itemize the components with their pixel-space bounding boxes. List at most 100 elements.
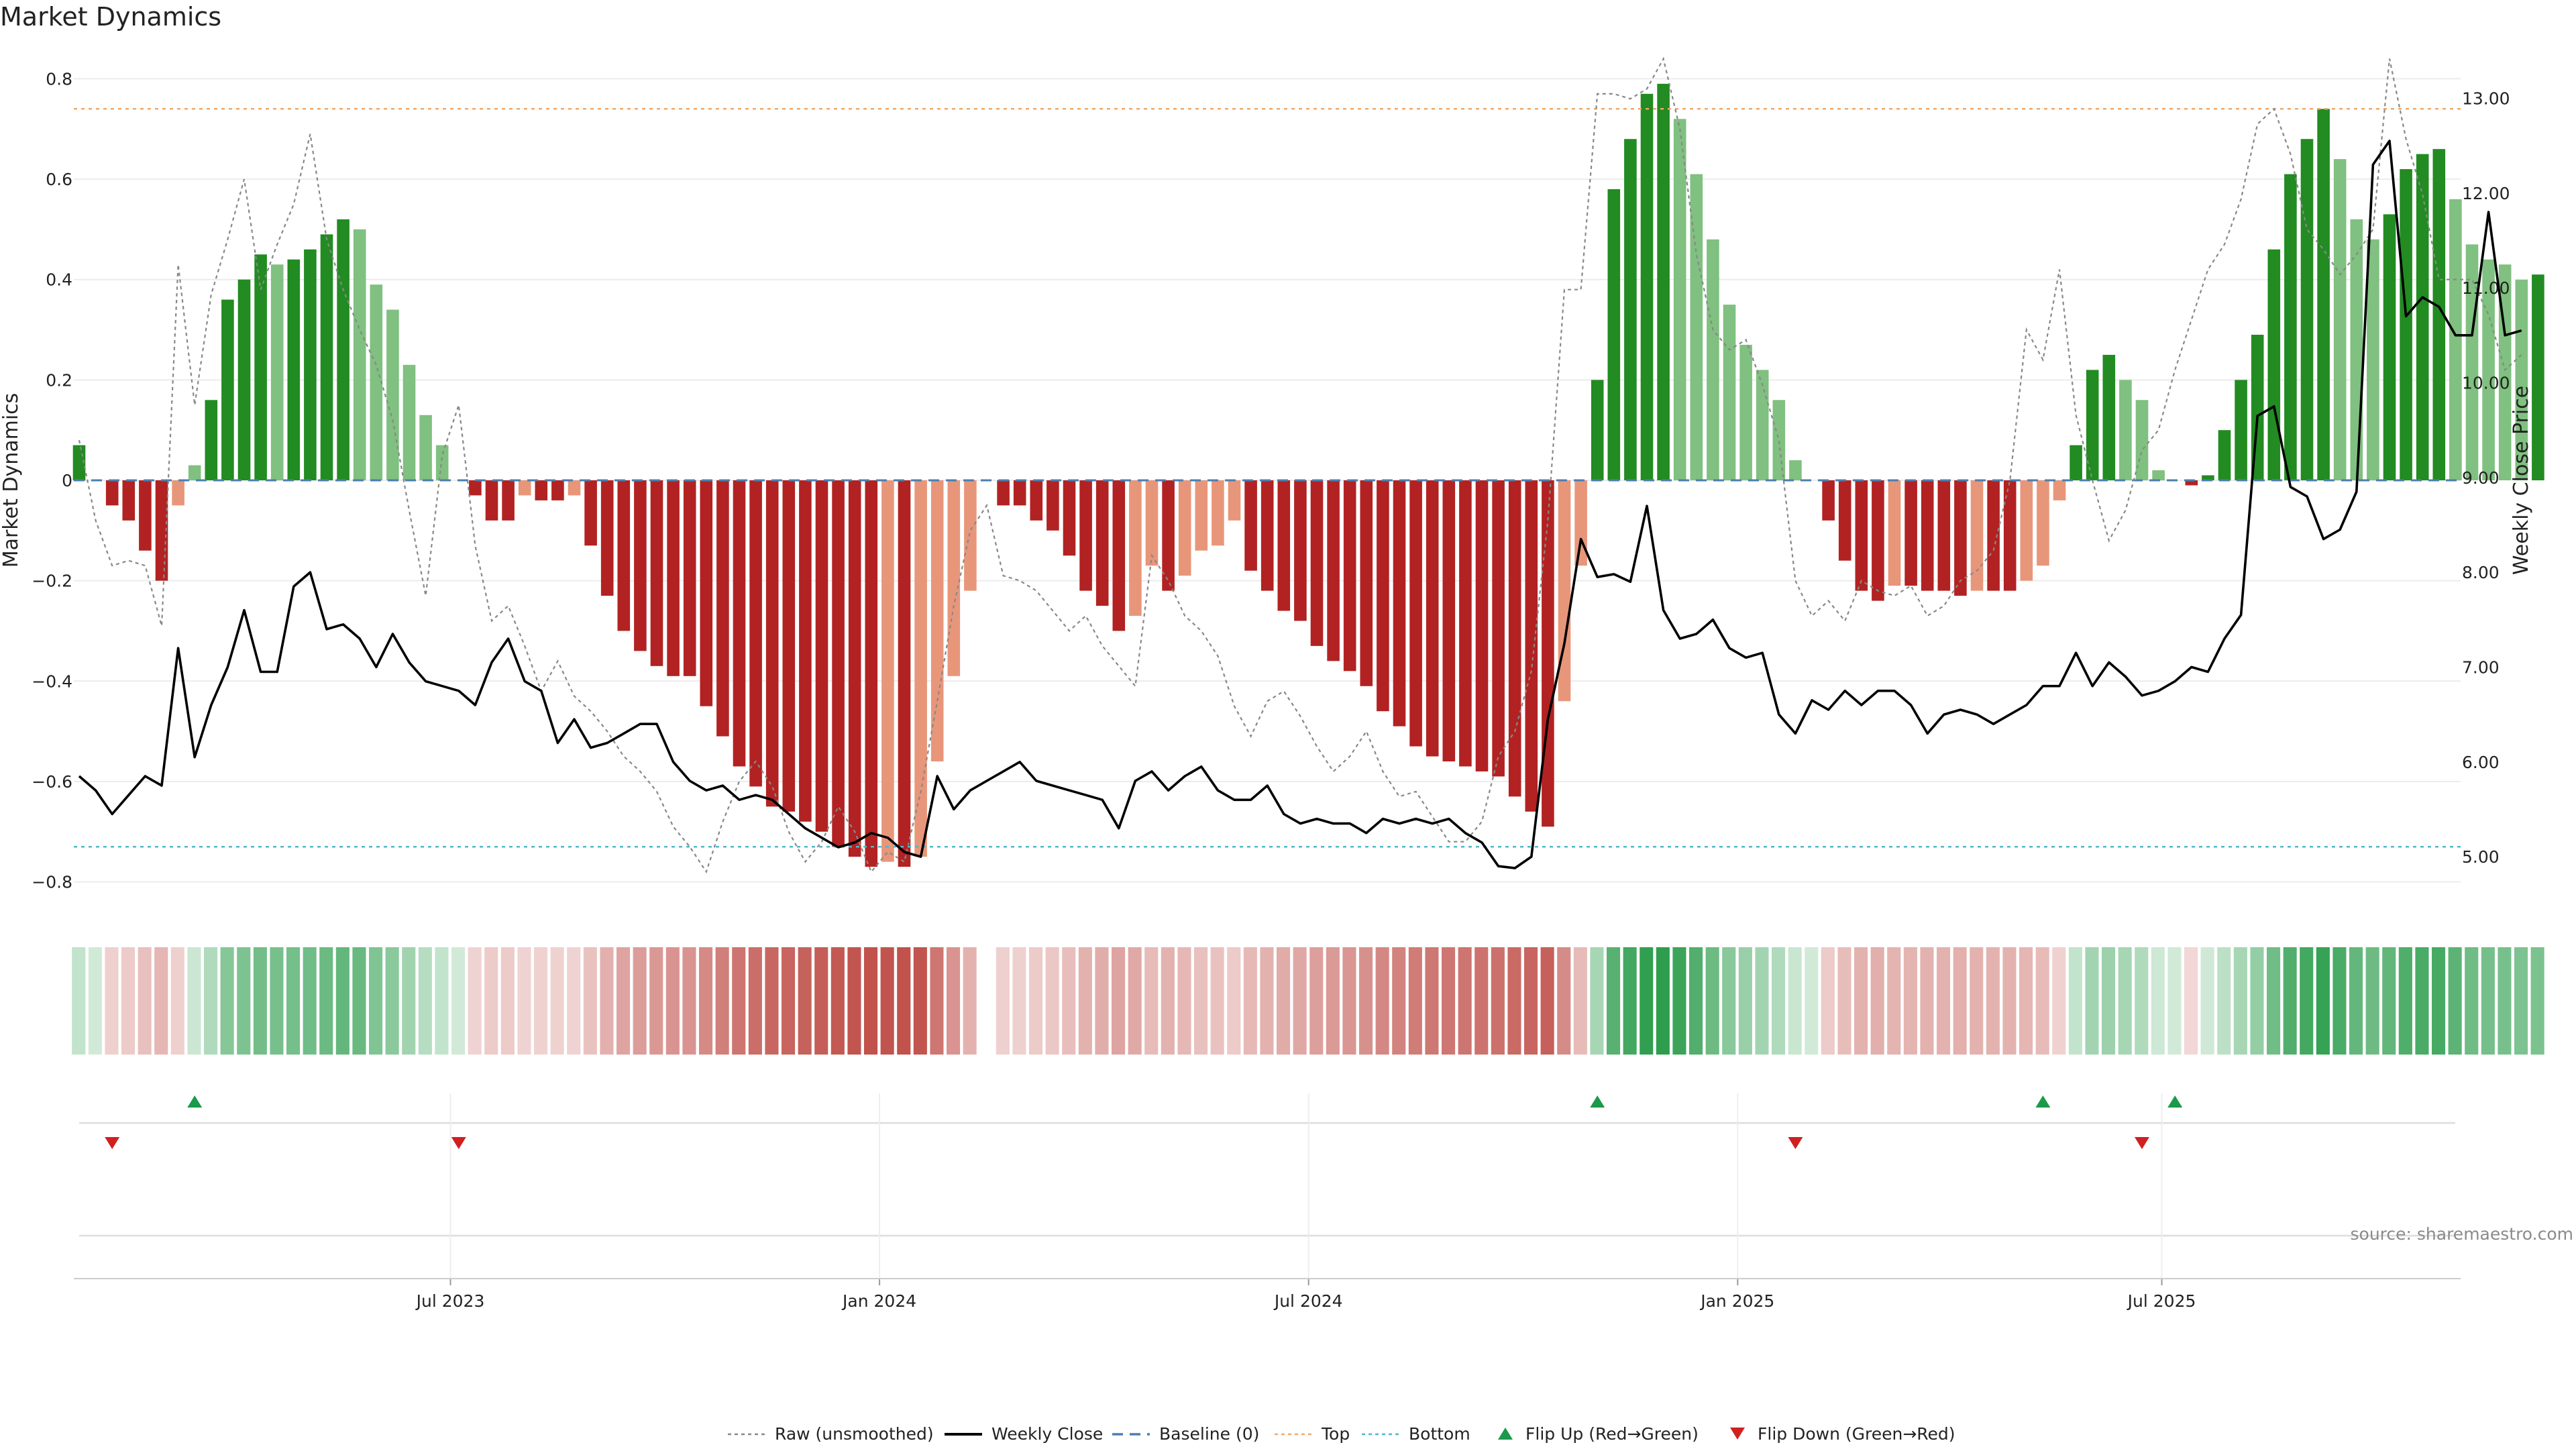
heat-cell [1194,947,1208,1055]
heat-cell [682,947,696,1055]
histogram-bar [1707,239,1719,480]
flip-down-marker [451,1137,466,1149]
heat-cell [2283,947,2297,1055]
histogram-bar [1162,480,1175,591]
histogram-bar [1095,480,1109,606]
histogram-bar [2037,480,2049,566]
histogram-bar [1607,189,1621,480]
heat-cell [1788,947,1802,1055]
heat-cell [1722,947,1736,1055]
heat-cell [1029,947,1043,1055]
histogram-bar [865,480,878,867]
histogram-bar [1640,93,1654,480]
histogram-bar [1030,480,1043,521]
histogram-bar [2053,480,2066,500]
histogram-bar [1277,480,1291,611]
histogram-bar [634,480,647,651]
heat-cell [1293,947,1307,1055]
left-tick-label: −0.4 [32,672,72,691]
left-tick-label: 0 [62,471,72,490]
histogram-bar [139,480,152,551]
histogram-bar [2070,445,2082,480]
heat-cell [2002,947,2017,1055]
heat-cell [1012,947,1026,1055]
heat-cell [402,947,416,1055]
histogram-bar [2185,480,2198,486]
heat-cell [847,947,861,1055]
histogram-bar [1954,480,1967,596]
heat-cell [2382,947,2396,1055]
heat-cell [1144,947,1159,1055]
heat-cell [468,947,482,1055]
heat-cell [2465,947,2479,1055]
histogram-bar [188,465,201,480]
histogram-bar [815,480,828,832]
histogram-bar [683,480,696,676]
histogram-bar [1343,480,1356,672]
histogram-bar [2449,199,2462,480]
heat-cell [88,947,102,1055]
histogram-bar [930,480,944,762]
heat-cell [665,947,680,1055]
right-tick-label: 13.00 [2462,89,2510,108]
heat-cell [517,947,531,1055]
histogram-bar [2383,214,2396,480]
heat-cell [2200,947,2214,1055]
histogram-bar [584,480,597,546]
histogram-bar [1228,480,1241,521]
heat-cell [2035,947,2049,1055]
heat-cell [1260,947,1274,1055]
histogram-bar [1772,400,1786,480]
heat-cell [930,947,944,1055]
heat-cell [963,947,977,1055]
heat-cell [170,947,184,1055]
histogram-bar [1542,480,1554,827]
heat-cell [2019,947,2033,1055]
histogram-bar [105,480,119,506]
histogram-bar [1838,480,1851,561]
heat-cell [2167,947,2182,1055]
legend-top-label: Top [1321,1424,1350,1444]
heat-cell [500,947,515,1055]
heat-cell [1491,947,1505,1055]
histogram-bar [1046,480,1059,531]
heat-cell [1177,947,1191,1055]
histogram-bar [2432,149,2446,480]
chart-title: Market Dynamics [0,2,221,32]
weekly-close-line [78,140,2522,869]
histogram-bar [2515,279,2528,480]
legend-flip-up-label: Flip Up (Red→Green) [1525,1424,1699,1444]
histogram-bar [402,364,416,480]
heat-cell [1870,947,1884,1055]
histogram-bars [72,83,2544,867]
histogram-bar [749,480,762,787]
heat-cell [2481,947,2495,1055]
flip-down-marker [105,1137,120,1149]
x-tick-label: Jul 2023 [415,1291,485,1311]
right-tick-label: 6.00 [2462,753,2500,772]
heat-cell [1738,947,1752,1055]
left-tick-label: 0.8 [46,69,72,89]
heat-cell [335,947,350,1055]
histogram-bar [2300,139,2314,480]
histogram-bar [2350,219,2363,480]
histogram-bar [1574,480,1587,566]
histogram-bar [2102,354,2116,480]
heat-cell [2085,947,2099,1055]
histogram-bar [1459,480,1472,767]
heat-cell [2415,947,2429,1055]
left-tick-label: −0.2 [32,572,72,591]
histogram-bar [2086,370,2099,480]
x-tick-label: Jul 2025 [2127,1291,2196,1311]
histogram-bar [2020,480,2033,581]
histogram-bar [270,264,284,480]
raw-series [78,56,2522,874]
heat-cell [1623,947,1637,1055]
heat-cell [2432,947,2446,1055]
histogram-bar [2532,274,2544,480]
heat-cell [1277,947,1291,1055]
source-note: source: sharemaestro.com [2351,1224,2574,1244]
heat-cell [1375,947,1389,1055]
